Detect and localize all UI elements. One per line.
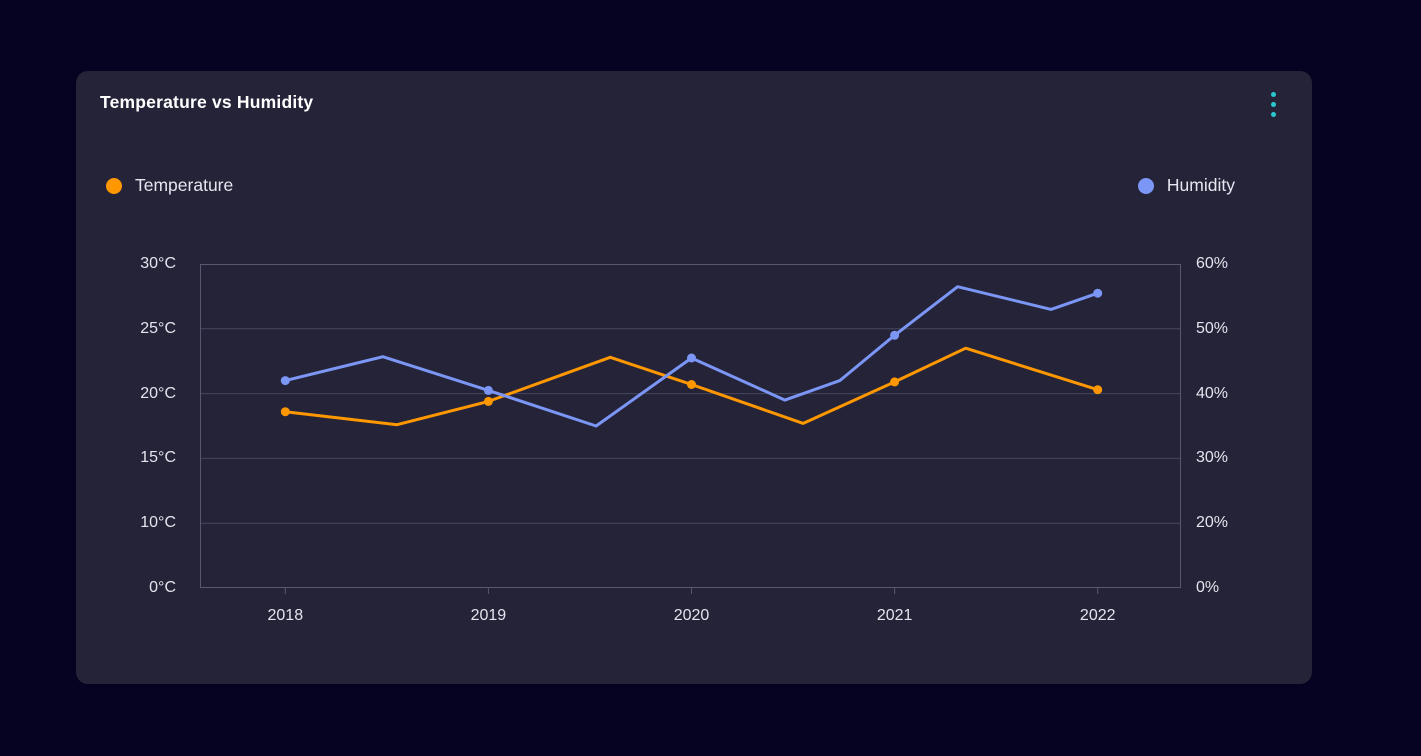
kebab-dot [1270, 111, 1276, 117]
chart-card: Temperature vs Humidity Temperature Humi… [76, 71, 1312, 684]
x-axis-tick-label: 2018 [267, 607, 304, 624]
temperature-data-point [280, 407, 290, 417]
y-axis-right-tick-label: 60% [1196, 255, 1229, 272]
chart-title: Temperature vs Humidity [100, 92, 314, 112]
y-axis-left-tick-label: 20°C [140, 384, 176, 402]
humidity-data-point [1093, 288, 1103, 298]
temperature-legend-label: Temperature [135, 175, 234, 195]
plot-border [200, 264, 1181, 588]
kebab-dot [1270, 91, 1276, 97]
temperature-data-point [687, 380, 696, 389]
y-axis-right-tick-label: 40% [1196, 384, 1229, 402]
x-axis: 2018 2019 2020 2021 2022 [200, 607, 1181, 629]
humidity-legend-label: Humidity [1166, 175, 1235, 195]
humidity-line [283, 285, 1100, 428]
temperature-data-point [483, 396, 493, 406]
y-axis-left-tick-label: 10°C [140, 514, 176, 532]
temperature-data-point [890, 377, 900, 387]
y-axis-left: 30°C 25°C 20°C 15°C 10°C 0°C [100, 255, 176, 596]
humidity-data-point [890, 330, 900, 340]
humidity-data-point [483, 385, 493, 395]
humidity-legend-dot-icon [1137, 177, 1154, 194]
kebab-menu-icon[interactable] [1262, 89, 1284, 119]
y-axis-right: 60% 50% 40% 30% 20% 0% [1196, 255, 1276, 596]
x-axis-tick-label: 2021 [876, 607, 913, 624]
x-axis-tick-label: 2022 [1079, 607, 1116, 624]
humidity-data-point [687, 353, 696, 363]
y-axis-right-tick-label: 50% [1196, 319, 1229, 337]
y-axis-left-tick-label: 25°C [140, 319, 176, 337]
temperature-legend-dot-icon [106, 177, 122, 194]
y-axis-right-tick-label: 30% [1196, 449, 1229, 467]
legend-item-humidity[interactable]: Humidity [1137, 175, 1235, 196]
y-axis-left-tick-label: 15°C [140, 449, 176, 467]
plot-area [200, 264, 1181, 595]
y-axis-left-tick-label: 30°C [140, 255, 176, 272]
y-axis-left-tick-label: 0°C [149, 579, 176, 596]
y-axis-right-tick-label: 20% [1196, 514, 1229, 532]
legend-item-temperature[interactable]: Temperature [106, 175, 233, 196]
humidity-data-point [280, 376, 290, 386]
x-axis-tick-label: 2019 [470, 607, 507, 624]
y-axis-right-tick-label: 0% [1196, 579, 1220, 596]
plot-canvas [200, 264, 1181, 594]
kebab-dot [1270, 101, 1276, 107]
temperature-data-point [1093, 385, 1103, 395]
x-axis-tick-label: 2020 [673, 607, 710, 624]
